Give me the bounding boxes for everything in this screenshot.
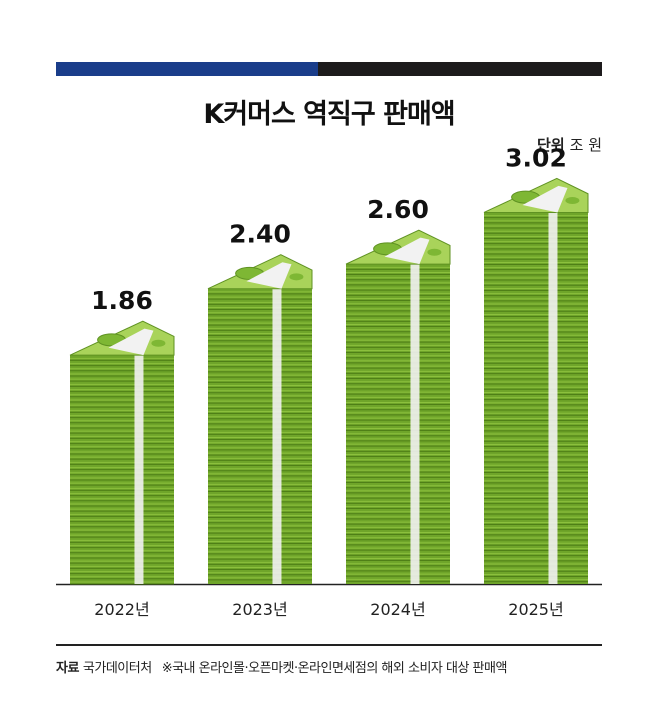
unit-label: 단위 조 원 bbox=[537, 134, 602, 155]
bar-2024년 bbox=[345, 229, 451, 584]
source-note: 자료 국가데이터처 ※국내 온라인몰·오픈마켓·온라인면세점의 해외 소비자 대상 … bbox=[56, 657, 616, 676]
category-label-2022년: 2022년 bbox=[94, 600, 149, 619]
bar-2023년 bbox=[207, 254, 313, 584]
header-band-blue bbox=[56, 62, 318, 76]
footnote: ※국내 온라인몰·오픈마켓·온라인면세점의 해외 소비자 대상 판매액 bbox=[161, 661, 508, 676]
source-label: 자료 bbox=[56, 661, 79, 676]
header-band-black bbox=[318, 62, 602, 76]
value-label-2022년: 1.86 bbox=[91, 286, 153, 315]
footer-divider bbox=[56, 644, 602, 646]
unit-label-value: 조 원 bbox=[569, 136, 602, 154]
value-label-2023년: 2.40 bbox=[229, 220, 291, 249]
category-label-2024년: 2024년 bbox=[370, 600, 425, 619]
bar-2022년 bbox=[69, 320, 175, 585]
category-label-2023년: 2023년 bbox=[232, 600, 287, 619]
category-label-2025년: 2025년 bbox=[508, 600, 563, 619]
bar-2025년 bbox=[483, 177, 589, 584]
value-label-2025년: 3.02 bbox=[505, 143, 567, 172]
source-value: 국가데이터처 bbox=[82, 661, 152, 676]
unit-label-key: 단위 bbox=[537, 136, 565, 154]
chart-title: K커머스 역직구 판매액 bbox=[203, 99, 455, 130]
value-label-2024년: 2.60 bbox=[367, 195, 429, 224]
